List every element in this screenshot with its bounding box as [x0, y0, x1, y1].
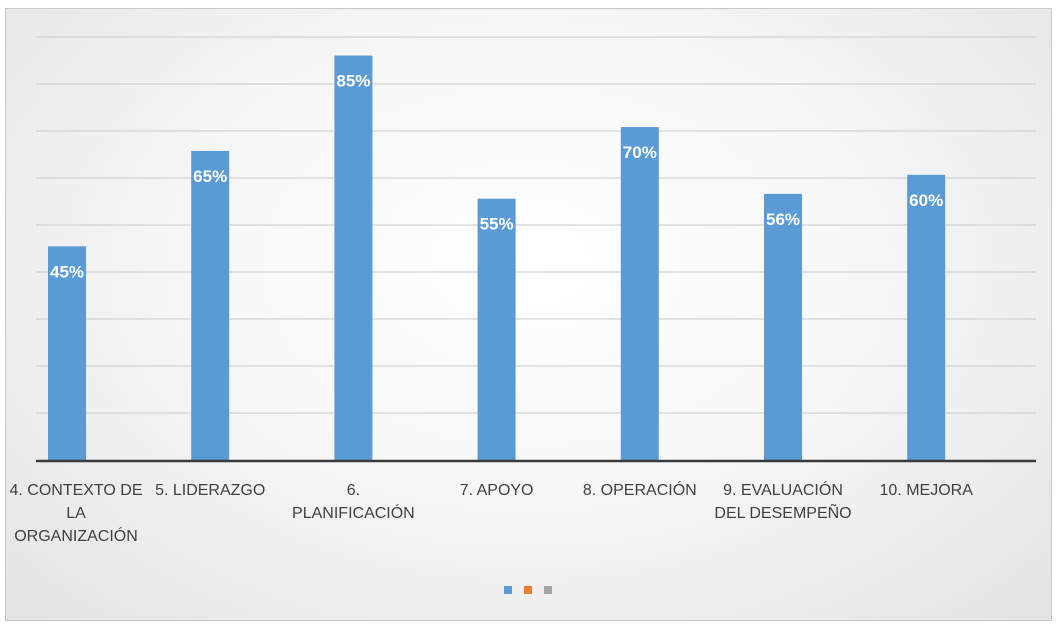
bars — [48, 55, 946, 462]
category-label: 7. APOYO — [459, 482, 534, 499]
category-label: 5. LIDERAZGO — [155, 482, 266, 499]
data-label: 45% — [50, 262, 84, 281]
data-label: 56% — [766, 210, 800, 229]
legend — [0, 586, 1056, 594]
gridlines — [36, 36, 1036, 414]
category-label: 9. EVALUACIÓN DEL DESEMPEÑO — [714, 482, 852, 522]
bar — [620, 127, 659, 461]
legend-swatch — [524, 586, 532, 594]
data-label: 70% — [623, 143, 657, 162]
data-label: 65% — [193, 167, 227, 186]
bar — [191, 150, 230, 461]
category-label: 8. OPERACIÓN — [582, 482, 697, 499]
bar — [334, 55, 373, 462]
data-label: 85% — [336, 72, 370, 91]
category-label: 10. MEJORA — [879, 482, 973, 499]
category-label: 4. CONTEXTO DE LA ORGANIZACIÓN — [9, 482, 143, 545]
bar — [48, 246, 86, 461]
data-label: 60% — [909, 191, 943, 210]
bar — [907, 174, 946, 462]
chart-area — [5, 8, 1052, 621]
legend-swatch — [544, 586, 552, 594]
category-label: 6. PLANIFICACIÓN — [292, 482, 415, 522]
data-labels: 45% 65% 85% 55% 70% 56% 60% — [50, 72, 943, 282]
bar — [477, 198, 516, 461]
legend-swatch — [504, 586, 512, 594]
data-label: 55% — [480, 215, 514, 234]
bar — [764, 193, 802, 461]
